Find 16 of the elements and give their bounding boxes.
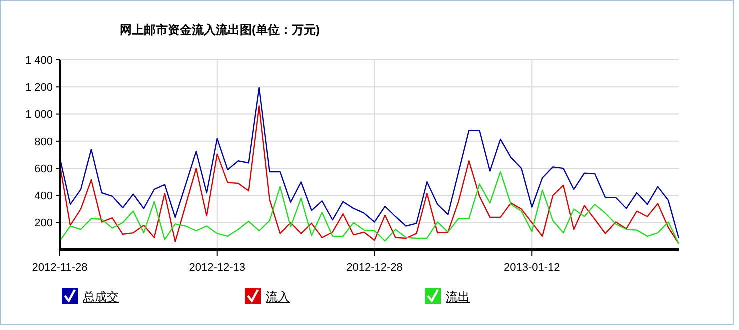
legend-label: 流出 <box>446 290 470 304</box>
x-tick-label: 2012-11-28 <box>32 262 88 274</box>
y-tick-label: 800 <box>34 136 53 148</box>
y-tick-label: 1 400 <box>25 54 53 67</box>
x-tick-label: 2013-01-12 <box>504 262 560 274</box>
y-tick-label: 400 <box>34 190 53 203</box>
x-tick-label: 2012-12-13 <box>189 262 246 274</box>
line-series <box>59 171 680 244</box>
y-tick-label: 1 000 <box>25 109 53 122</box>
y-tick-label: 1 200 <box>25 82 53 94</box>
chart-title: 网上邮市资金流入流出图(单位：万元) <box>120 23 320 37</box>
legend-label: 流入 <box>266 290 290 304</box>
x-tick-label: 2012-12-28 <box>346 262 403 274</box>
y-tick-label: 600 <box>34 163 53 176</box>
legend-label: 总成交 <box>82 290 119 304</box>
y-tick-label: 200 <box>34 218 53 230</box>
